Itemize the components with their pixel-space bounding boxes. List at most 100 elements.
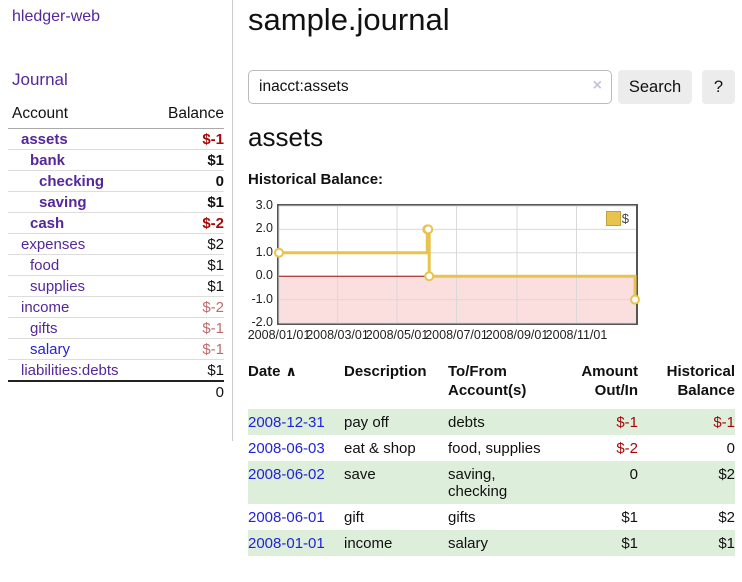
- help-button[interactable]: ?: [702, 70, 735, 104]
- account-balance: $1: [207, 257, 224, 274]
- account-row: bank $1: [8, 149, 224, 171]
- account-balance: $-2: [202, 299, 224, 316]
- transaction-amount: $-1: [616, 414, 638, 431]
- sidebar: hledger-web Journal Account Balance asse…: [0, 0, 233, 441]
- search-input[interactable]: [248, 70, 612, 104]
- transaction-amount: $-2: [616, 440, 638, 457]
- header-date[interactable]: Date ∧: [248, 363, 297, 380]
- account-balance: $-1: [202, 320, 224, 337]
- transaction-accounts: salary: [448, 535, 489, 552]
- y-axis-tick-label: 1.0: [255, 244, 273, 259]
- transaction-row: 2008-01-01 income salary $1 $1: [248, 530, 735, 556]
- transaction-date-link[interactable]: 2008-12-31: [248, 414, 325, 431]
- accounts-total-row: 0: [8, 380, 224, 402]
- chart-label: Historical Balance:: [248, 171, 384, 188]
- header-accounts: To/From Account(s): [448, 363, 527, 399]
- transaction-description: income: [344, 535, 393, 552]
- accounts-table: Account Balance assets $-1 bank $1 checking 0…: [8, 104, 224, 402]
- chart-plot-area: $: [274, 204, 641, 325]
- legend-label: $: [621, 211, 629, 226]
- y-axis-tick-label: 2.0: [255, 221, 273, 236]
- transaction-date-link[interactable]: 2008-06-03: [248, 440, 325, 457]
- account-balance: $1: [207, 362, 224, 379]
- transaction-description: gift: [344, 509, 365, 526]
- transactions-header-row: Date ∧ Description To/From Account(s) Amo…: [248, 362, 735, 409]
- account-row: assets $-1: [8, 128, 224, 150]
- account-balance: $1: [207, 278, 224, 295]
- account-link[interactable]: checking: [39, 173, 105, 190]
- transaction-row: 2008-12-31 pay off debts $-1 $-1: [248, 409, 735, 435]
- transactions-table-body: 2008-12-31 pay off debts $-1 $-1 2008-06-03 ea…: [248, 409, 735, 556]
- chart-canvas: [274, 205, 641, 324]
- accounts-header-account: Account: [8, 104, 148, 129]
- transaction-date-link[interactable]: 2008-06-02: [248, 466, 325, 483]
- account-balance: 0: [215, 173, 224, 190]
- transaction-description: save: [344, 466, 376, 483]
- account-row: income $-2: [8, 296, 224, 318]
- sort-asc-icon: ∧: [285, 363, 297, 379]
- accounts-total-value: 0: [148, 380, 224, 402]
- x-axis-tick-label: 2008/09/01: [485, 328, 549, 342]
- account-row: gifts $-1: [8, 317, 224, 339]
- account-row: cash $-2: [8, 212, 224, 234]
- accounts-table-body: assets $-1 bank $1 checking 0 saving $1 cash $-2 e…: [8, 128, 224, 382]
- account-link[interactable]: expenses: [21, 236, 86, 253]
- transaction-balance: $2: [718, 466, 735, 483]
- account-link[interactable]: bank: [30, 152, 66, 169]
- account-link[interactable]: gifts: [30, 320, 58, 337]
- transaction-description: eat & shop: [344, 440, 416, 457]
- transaction-date-link[interactable]: 2008-06-01: [248, 509, 325, 526]
- search-form: × Search ?: [248, 70, 737, 104]
- transactions-table: Date ∧ Description To/From Account(s) Amo…: [248, 362, 735, 556]
- transaction-accounts: food, supplies: [448, 440, 541, 457]
- transaction-date-link[interactable]: 2008-01-01: [248, 535, 325, 552]
- account-balance: $-1: [202, 341, 224, 358]
- clear-search-icon[interactable]: ×: [592, 77, 602, 94]
- transaction-balance: 0: [726, 440, 735, 457]
- search-box: ×: [248, 70, 612, 104]
- account-link[interactable]: income: [21, 299, 70, 316]
- accounts-header-balance: Balance: [148, 104, 224, 129]
- account-link[interactable]: saving: [39, 194, 87, 211]
- account-link[interactable]: cash: [30, 215, 65, 232]
- header-amount: Amount Out/In: [581, 363, 638, 399]
- y-axis-tick-label: -2.0: [251, 315, 273, 329]
- account-row: food $1: [8, 254, 224, 276]
- y-axis-tick-label: 3.0: [255, 198, 273, 212]
- app-title-link[interactable]: hledger-web: [12, 8, 101, 25]
- x-axis-tick-label: 2008/07/01: [425, 328, 488, 342]
- transaction-accounts: gifts: [448, 509, 476, 526]
- y-axis-tick-label: 0.0: [255, 268, 273, 283]
- page-title: sample.journal: [248, 2, 450, 37]
- account-link[interactable]: supplies: [30, 278, 86, 295]
- transaction-row: 2008-06-03 eat & shop food, supplies $-2 0: [248, 435, 735, 461]
- transaction-row: 2008-06-02 save saving, checking 0 $2: [248, 461, 735, 504]
- chart-legend: $: [605, 211, 629, 226]
- x-axis-tick-label: 2008/03/01: [306, 328, 369, 342]
- account-link[interactable]: food: [30, 257, 60, 274]
- transaction-row: 2008-06-01 gift gifts $1 $2: [248, 504, 735, 530]
- transaction-accounts: saving, checking: [448, 466, 508, 500]
- account-balance: $1: [207, 152, 224, 169]
- transaction-description: pay off: [344, 414, 389, 431]
- transaction-balance: $1: [718, 535, 735, 552]
- legend-swatch-icon: [605, 211, 621, 226]
- transaction-balance: $2: [718, 509, 735, 526]
- sidebar-item-journal[interactable]: Journal: [12, 70, 68, 89]
- account-link[interactable]: liabilities:debts: [21, 362, 119, 379]
- account-row: liabilities:debts $1: [8, 360, 224, 382]
- account-link[interactable]: assets: [21, 131, 68, 148]
- accounts-header-row: Account Balance: [8, 104, 224, 129]
- transaction-amount: 0: [629, 466, 638, 483]
- x-axis-tick-label: 2008/11/01: [545, 328, 608, 342]
- account-row: supplies $1: [8, 275, 224, 297]
- transaction-accounts: debts: [448, 414, 485, 431]
- account-link[interactable]: salary: [30, 341, 71, 358]
- account-row: saving $1: [8, 191, 224, 213]
- y-axis-tick-label: -1.0: [251, 291, 273, 306]
- x-axis-tick-label: 2008/01/01: [247, 328, 311, 342]
- header-balance: Historical Balance: [666, 363, 735, 399]
- search-button[interactable]: Search: [618, 70, 692, 104]
- transaction-amount: $1: [621, 509, 638, 526]
